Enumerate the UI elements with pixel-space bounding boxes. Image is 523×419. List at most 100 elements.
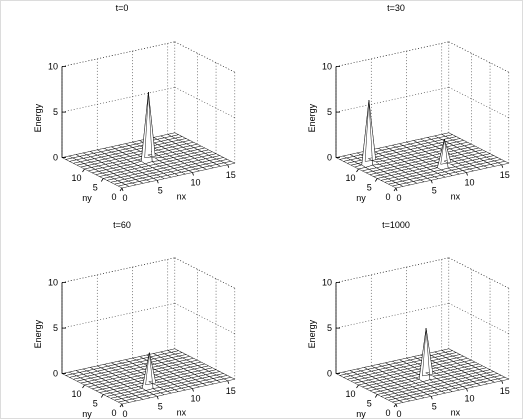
y-tick bbox=[393, 403, 397, 408]
y-axis-label: ny bbox=[82, 409, 92, 419]
x-tick-label: 0 bbox=[396, 193, 401, 203]
y-tick-label: 0 bbox=[111, 192, 116, 202]
x-tick bbox=[227, 164, 230, 168]
gridline bbox=[174, 87, 235, 118]
x-tick-label: 0 bbox=[122, 193, 127, 203]
z-tick-label: 10 bbox=[48, 278, 58, 288]
x-tick bbox=[156, 180, 159, 184]
surface-cell bbox=[497, 377, 510, 382]
y-axis-label: ny bbox=[356, 409, 366, 419]
z-axis-label: Energy bbox=[307, 319, 317, 348]
gridline bbox=[335, 257, 449, 283]
y-tick-label: 5 bbox=[93, 399, 98, 409]
gridline bbox=[61, 257, 175, 283]
z-tick-label: 5 bbox=[53, 323, 58, 333]
chart-title: t=1000 bbox=[382, 220, 410, 230]
x-tick-label: 10 bbox=[464, 178, 474, 188]
gridline bbox=[448, 41, 509, 73]
surface-mesh bbox=[61, 92, 236, 189]
y-tick-label: 10 bbox=[71, 173, 81, 183]
y-tick-label: 0 bbox=[111, 408, 116, 418]
y-tick bbox=[393, 187, 397, 192]
y-tick bbox=[119, 403, 123, 408]
z-tick-label: 10 bbox=[322, 278, 332, 288]
x-tick-label: 10 bbox=[190, 178, 200, 188]
x-tick-label: 15 bbox=[500, 170, 510, 180]
y-tick-label: 5 bbox=[93, 183, 98, 193]
x-tick bbox=[121, 403, 124, 408]
gridline bbox=[448, 303, 509, 334]
x-tick-label: 5 bbox=[432, 401, 437, 411]
y-tick bbox=[119, 187, 123, 192]
x-tick bbox=[121, 187, 124, 192]
x-tick bbox=[430, 396, 433, 400]
chart-title: t=60 bbox=[113, 220, 131, 230]
gridline bbox=[448, 257, 509, 289]
z-axis-label: Energy bbox=[33, 103, 43, 132]
x-tick-label: 10 bbox=[464, 394, 474, 404]
x-tick-label: 0 bbox=[396, 409, 401, 419]
surface-cell bbox=[223, 377, 236, 382]
z-tick-label: 0 bbox=[327, 153, 332, 163]
y-tick bbox=[100, 394, 104, 398]
chart-title: t=30 bbox=[387, 3, 405, 13]
x-axis-label: nx bbox=[177, 408, 187, 418]
gridline bbox=[448, 87, 509, 118]
z-tick-label: 10 bbox=[48, 62, 58, 72]
z-tick-label: 5 bbox=[327, 107, 332, 117]
y-tick bbox=[374, 178, 378, 182]
z-axis-label: Energy bbox=[33, 319, 43, 348]
y-tick bbox=[100, 178, 104, 182]
x-tick-label: 0 bbox=[122, 409, 127, 419]
chart-title: t=0 bbox=[116, 3, 129, 13]
x-tick bbox=[395, 187, 398, 192]
x-tick bbox=[227, 380, 230, 384]
gridline bbox=[61, 41, 175, 67]
x-tick bbox=[501, 380, 504, 384]
y-tick-label: 0 bbox=[385, 408, 390, 418]
y-axis-label: ny bbox=[82, 193, 92, 203]
y-tick-label: 10 bbox=[345, 389, 355, 399]
y-tick bbox=[356, 384, 359, 389]
gridline bbox=[174, 257, 235, 289]
x-tick-label: 5 bbox=[158, 185, 163, 195]
y-tick-label: 0 bbox=[385, 192, 390, 202]
x-tick-label: 5 bbox=[432, 185, 437, 195]
y-tick bbox=[374, 394, 378, 398]
y-axis-label: ny bbox=[356, 193, 366, 203]
x-tick bbox=[192, 172, 194, 176]
gridline bbox=[335, 41, 449, 67]
y-tick bbox=[356, 168, 359, 173]
z-tick-label: 0 bbox=[53, 153, 58, 163]
z-tick-label: 10 bbox=[322, 62, 332, 72]
surface-mesh bbox=[335, 100, 510, 189]
surface-cell bbox=[223, 161, 236, 166]
x-tick-label: 5 bbox=[158, 401, 163, 411]
x-tick-label: 15 bbox=[226, 386, 236, 396]
x-tick bbox=[395, 403, 398, 408]
z-tick-label: 0 bbox=[327, 369, 332, 379]
gridline bbox=[174, 41, 235, 73]
x-tick bbox=[466, 388, 468, 392]
y-tick bbox=[82, 168, 85, 173]
x-axis-label: nx bbox=[451, 192, 461, 202]
y-tick-label: 10 bbox=[345, 173, 355, 183]
gridline bbox=[174, 303, 235, 334]
gridline bbox=[335, 87, 449, 113]
y-tick-label: 5 bbox=[367, 399, 372, 409]
x-tick-label: 15 bbox=[500, 386, 510, 396]
x-tick bbox=[430, 180, 433, 184]
z-tick-label: 5 bbox=[327, 323, 332, 333]
y-tick-label: 10 bbox=[71, 389, 81, 399]
x-axis-label: nx bbox=[177, 192, 187, 202]
y-tick bbox=[82, 384, 85, 389]
surface-mesh bbox=[335, 328, 510, 405]
gridline bbox=[335, 303, 449, 329]
x-tick bbox=[156, 396, 159, 400]
gridline bbox=[61, 87, 175, 113]
